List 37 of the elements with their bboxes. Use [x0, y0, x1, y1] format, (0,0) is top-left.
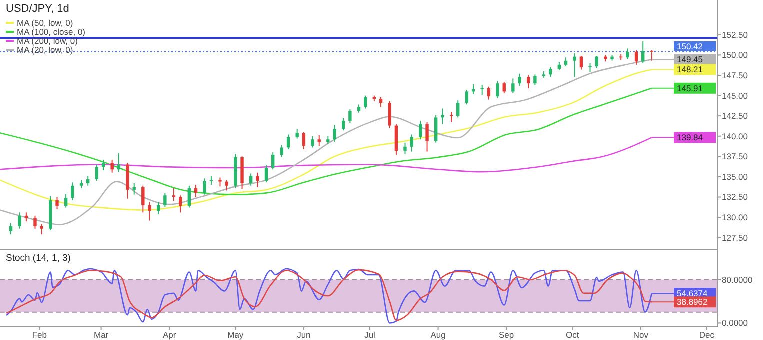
annotation: 148.21	[677, 64, 704, 75]
x-tick-label: Nov	[633, 330, 650, 340]
x-tick-label: Oct	[566, 330, 580, 340]
y-tick-label: 147.50	[722, 70, 748, 80]
y-tick-label: 152.50	[722, 30, 748, 40]
annotation: 38.8962	[677, 297, 708, 308]
legend-label: MA (200, low, 0)	[17, 36, 78, 46]
y-tick-label: 0.0000	[722, 318, 748, 328]
legend-label: MA (100, close, 0)	[17, 26, 86, 37]
y-tick-label: 135.00	[722, 172, 748, 182]
x-tick-label: Feb	[32, 330, 48, 340]
y-tick-label: 145.00	[722, 90, 748, 101]
annotation: 139.84	[677, 132, 704, 143]
y-tick-label: 132.50	[722, 192, 748, 202]
annotation: 145.91	[677, 83, 704, 94]
x-tick-label: May	[228, 330, 244, 340]
x-tick-label: Jul	[364, 330, 376, 340]
legend-label: MA (50, low, 0)	[17, 18, 74, 28]
x-tick-label: Jun	[297, 330, 312, 340]
x-tick-label: Sep	[499, 330, 514, 340]
y-tick-label: 140.00	[722, 131, 748, 142]
chart-title: USD/JPY, 1d	[6, 3, 70, 15]
y-tick-label: 130.00	[722, 212, 748, 223]
x-tick-label: Apr	[162, 330, 176, 340]
annotation: 54.6374	[677, 288, 708, 299]
legend-label: MA (20, low, 0)	[17, 44, 74, 55]
y-tick-label: 80.0000	[722, 274, 753, 285]
ref-line-label: 150.42	[677, 41, 704, 52]
x-tick-label: Dec	[699, 330, 716, 340]
y-tick-label: 137.50	[722, 152, 748, 162]
y-tick-label: 150.00	[722, 50, 748, 60]
chart-title: Stoch (14, 1, 3)	[6, 253, 71, 264]
y-tick-label: 127.50	[722, 232, 748, 243]
annotation: 149.45	[677, 54, 704, 65]
x-tick-label: Mar	[94, 330, 109, 340]
x-tick-label: Aug	[430, 330, 446, 340]
y-tick-label: 142.50	[722, 111, 748, 122]
